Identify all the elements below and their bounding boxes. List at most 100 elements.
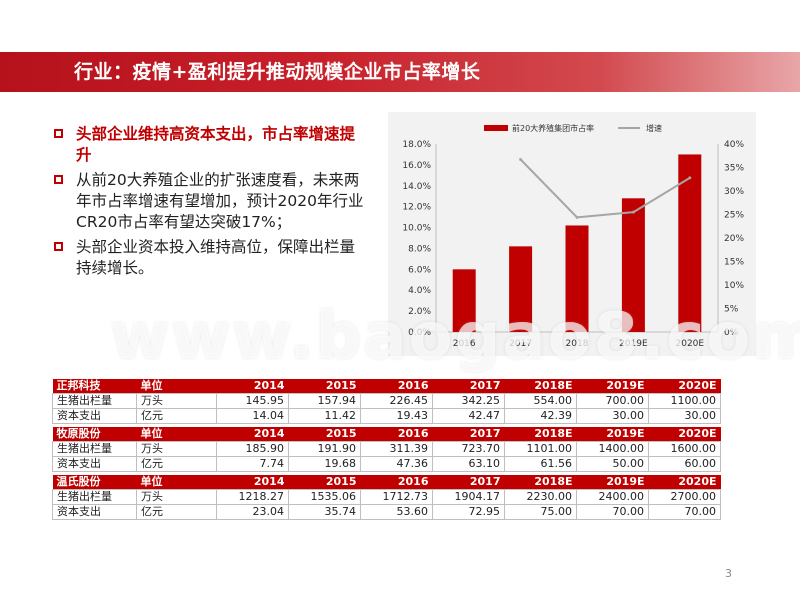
table-cell: 63.10 <box>432 456 505 472</box>
year-header: 2017 <box>432 427 505 442</box>
y-left-tick-label: 4.0% <box>408 286 431 296</box>
table-cell: 1535.06 <box>288 489 361 505</box>
chart-bar <box>678 154 702 332</box>
table-cell: 2700.00 <box>648 489 721 505</box>
unit-header: 单位 <box>136 379 217 394</box>
table-cell: 70.00 <box>576 504 649 520</box>
growth-point <box>519 158 523 162</box>
bullet-text: 头部企业维持高资本支出，市占率增速提升 <box>76 125 356 164</box>
year-header: 2014 <box>216 475 289 490</box>
row-label: 生猪出栏量 <box>52 441 137 457</box>
legend-line-label: 增速 <box>646 123 662 133</box>
year-header: 2014 <box>216 427 289 442</box>
y-left-tick-label: 6.0% <box>408 265 431 275</box>
table-cell: 1904.17 <box>432 489 505 505</box>
x-tick-label: 2020E <box>676 339 705 349</box>
year-header: 2015 <box>288 379 361 394</box>
bullet-list: 头部企业维持高资本支出，市占率增速提升 从前20大养殖企业的扩张速度看，未来两年… <box>52 124 364 283</box>
table-cell: 311.39 <box>360 441 433 457</box>
table-cell: 14.04 <box>216 408 289 424</box>
x-tick-label: 2019E <box>619 339 648 349</box>
company-table: 正邦科技 单位 2014 2015 2016 2017 2018E 2019E 2020E 生猪出… <box>52 379 721 424</box>
table-cell: 7.74 <box>216 456 289 472</box>
row-unit: 万头 <box>136 393 217 409</box>
unit-header: 单位 <box>136 427 217 442</box>
table-cell: 2230.00 <box>504 489 577 505</box>
table-row: 资本支出 亿元 14.04 11.42 19.43 42.47 42.39 30.00 30.0… <box>52 408 721 424</box>
table-cell: 23.04 <box>216 504 289 520</box>
table-cell: 72.95 <box>432 504 505 520</box>
square-bullet-icon <box>54 175 63 184</box>
row-unit: 亿元 <box>136 408 217 424</box>
table-cell: 70.00 <box>648 504 721 520</box>
legend-bar-label: 前20大养殖集团市占率 <box>512 123 594 133</box>
table-cell: 145.95 <box>216 393 289 409</box>
table-cell: 342.25 <box>432 393 505 409</box>
square-bullet-icon <box>54 129 63 138</box>
table-cell: 50.00 <box>576 456 649 472</box>
row-label: 资本支出 <box>52 456 137 472</box>
company-name: 正邦科技 <box>52 379 137 394</box>
table-cell: 1400.00 <box>576 441 649 457</box>
table-cell: 61.56 <box>504 456 577 472</box>
y-right-tick-label: 30% <box>724 187 744 197</box>
year-header: 2017 <box>432 475 505 490</box>
table-cell: 554.00 <box>504 393 577 409</box>
table-row: 生猪出栏量 万头 185.90 191.90 311.39 723.70 1101.00 14… <box>52 441 721 457</box>
x-tick-label: 2018 <box>566 339 589 349</box>
year-header: 2015 <box>288 427 361 442</box>
bullet-text: 从前20大养殖企业的扩张速度看，未来两年市占率增速有望增加，预计2020年行业C… <box>76 171 364 231</box>
row-unit: 亿元 <box>136 504 217 520</box>
row-label: 资本支出 <box>52 408 137 424</box>
bullet-item: 头部企业维持高资本支出，市占率增速提升 <box>52 124 364 166</box>
x-tick-label: 2017 <box>509 339 532 349</box>
table-cell: 723.70 <box>432 441 505 457</box>
unit-header: 单位 <box>136 475 217 490</box>
table-row: 资本支出 亿元 23.04 35.74 53.60 72.95 75.00 70.00 70.0… <box>52 504 721 520</box>
table-cell: 30.00 <box>576 408 649 424</box>
table-cell: 1600.00 <box>648 441 721 457</box>
year-header: 2016 <box>360 475 433 490</box>
growth-point <box>688 176 692 180</box>
year-header: 2020E <box>648 475 721 490</box>
table-cell: 157.94 <box>288 393 361 409</box>
table-cell: 11.42 <box>288 408 361 424</box>
year-header: 2019E <box>576 379 649 394</box>
y-right-tick-label: 25% <box>724 211 744 221</box>
market-share-chart: 0.0% 2.0% 4.0% 6.0% 8.0% 10.0% 12.0% 14.0% 16.0%… <box>388 112 756 356</box>
table-cell: 2400.00 <box>576 489 649 505</box>
table-cell: 19.43 <box>360 408 433 424</box>
y-left-tick-label: 2.0% <box>408 307 431 317</box>
table-cell: 53.60 <box>360 504 433 520</box>
y-left-tick-label: 16.0% <box>402 161 431 171</box>
table-cell: 185.90 <box>216 441 289 457</box>
table-cell: 1100.00 <box>648 393 721 409</box>
bullet-item: 头部企业资本投入维持高位，保障出栏量持续增长。 <box>52 237 364 279</box>
y-left-tick-label: 0.0% <box>408 328 431 338</box>
year-header: 2018E <box>504 475 577 490</box>
table-cell: 1101.00 <box>504 441 577 457</box>
y-right-tick-label: 0% <box>724 328 739 338</box>
chart-bar <box>452 269 476 332</box>
year-header: 2019E <box>576 427 649 442</box>
y-left-tick-label: 12.0% <box>402 203 431 213</box>
year-header: 2015 <box>288 475 361 490</box>
year-header: 2016 <box>360 379 433 394</box>
bullet-item: 从前20大养殖企业的扩张速度看，未来两年市占率增速有望增加，预计2020年行业C… <box>52 170 364 233</box>
table-row: 资本支出 亿元 7.74 19.68 47.36 63.10 61.56 50.00 60.00 <box>52 456 721 472</box>
chart-bar <box>509 246 533 332</box>
growth-point <box>575 215 579 219</box>
row-label: 资本支出 <box>52 504 137 520</box>
row-unit: 万头 <box>136 441 217 457</box>
year-header: 2020E <box>648 379 721 394</box>
table-cell: 19.68 <box>288 456 361 472</box>
row-unit: 万头 <box>136 489 217 505</box>
table-header-row: 牧原股份 单位 2014 2015 2016 2017 2018E 2019E 2020E <box>52 427 721 442</box>
table-cell: 60.00 <box>648 456 721 472</box>
y-right-tick-label: 15% <box>724 258 744 268</box>
y-right-tick-label: 5% <box>724 305 739 315</box>
table-cell: 42.39 <box>504 408 577 424</box>
y-right-tick-label: 35% <box>724 164 744 174</box>
row-label: 生猪出栏量 <box>52 393 137 409</box>
bullet-text: 头部企业资本投入维持高位，保障出栏量持续增长。 <box>76 238 356 277</box>
